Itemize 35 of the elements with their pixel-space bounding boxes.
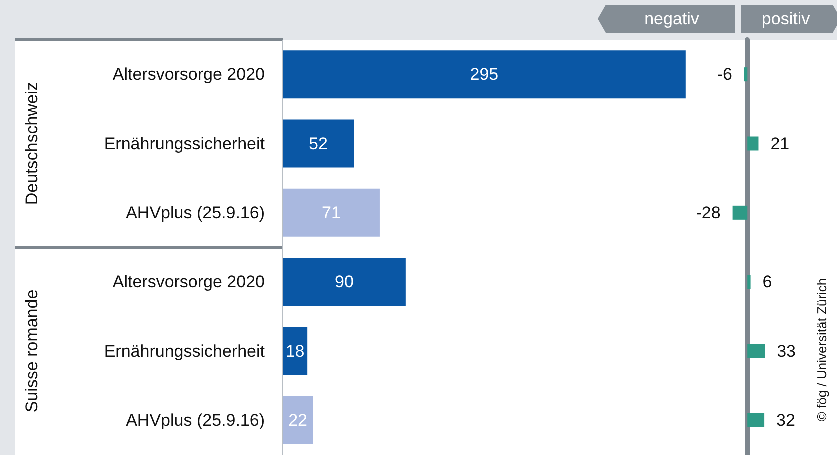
data-label: 71 — [322, 203, 341, 222]
bar — [283, 188, 380, 237]
bar — [732, 206, 748, 220]
text: positiv — [762, 10, 811, 28]
data-label: 22 — [288, 410, 308, 430]
y-tick-label: Ernährungssicherheit — [104, 342, 266, 361]
bar — [748, 275, 751, 290]
data-label: 6 — [762, 272, 772, 292]
text: negativ — [644, 10, 700, 28]
y-tick-label: Altersvorsorge 2020 — [112, 272, 265, 292]
data-label: 33 — [777, 342, 796, 361]
bar — [748, 344, 766, 358]
bar — [283, 327, 308, 376]
data-label: 52 — [309, 134, 328, 154]
data-label: 18 — [286, 342, 305, 361]
bar — [748, 136, 759, 151]
data-label: 295 — [470, 65, 499, 84]
bar — [283, 120, 354, 168]
text: Deutschschweiz — [22, 82, 42, 206]
y-tick-label: Altersvorsorge 2020 — [112, 65, 265, 84]
y-tick-label: AHVplus (25.9.16) — [126, 410, 265, 430]
bar — [283, 50, 686, 99]
text: © fög / Universität Zürich — [814, 278, 830, 422]
bar — [283, 396, 314, 444]
data-label: 21 — [770, 134, 790, 154]
data-label: -28 — [696, 203, 721, 222]
text: Suisse romande — [22, 290, 42, 413]
bar — [748, 413, 765, 428]
data-label: 32 — [776, 410, 796, 430]
y-tick-label: AHVplus (25.9.16) — [126, 203, 265, 222]
data-label: -6 — [717, 65, 732, 84]
y-tick-label: Ernährungssicherheit — [104, 134, 266, 154]
bar — [744, 68, 748, 82]
data-label: 90 — [335, 272, 354, 292]
bar — [283, 258, 406, 306]
